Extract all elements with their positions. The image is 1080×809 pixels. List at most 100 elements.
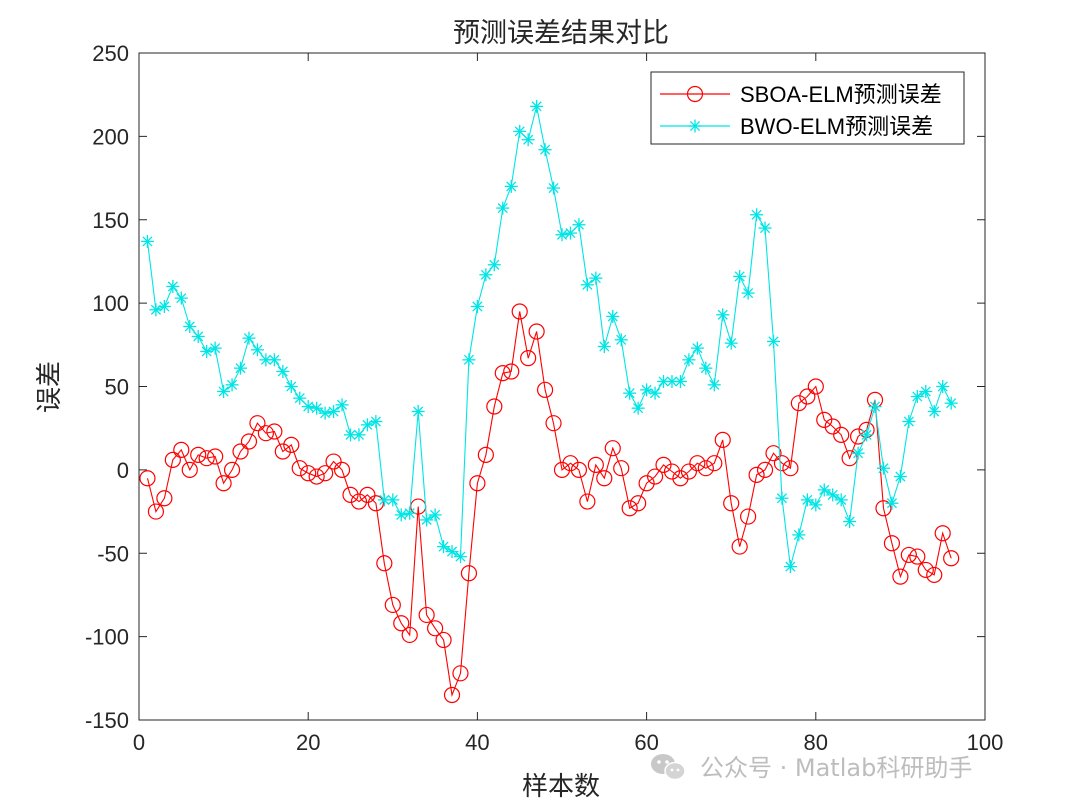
data-point <box>342 486 359 503</box>
data-point <box>892 568 909 585</box>
data-point <box>276 364 290 378</box>
x-tick-label: 100 <box>967 730 1004 755</box>
series-bwo <box>140 99 958 574</box>
chart-title: 预测误差结果对比 <box>453 18 669 48</box>
data-point <box>834 493 848 507</box>
data-point <box>140 234 154 248</box>
data-point <box>926 566 943 584</box>
data-point <box>283 436 300 453</box>
y-axis-label: 误差 <box>34 361 64 413</box>
data-point <box>545 415 562 432</box>
legend-marker-bwo <box>688 119 702 133</box>
data-point <box>240 433 258 450</box>
data-point <box>327 405 341 419</box>
legend-marker-sboa <box>686 85 704 103</box>
data-point <box>613 460 630 477</box>
data-point <box>756 461 774 478</box>
data-point <box>697 460 714 477</box>
data-point <box>139 470 156 487</box>
y-tick-label: -150 <box>85 708 129 733</box>
data-point <box>486 398 503 415</box>
data-point <box>631 401 645 415</box>
data-point <box>900 546 917 564</box>
data-point <box>462 353 476 367</box>
data-point <box>741 286 755 300</box>
data-point <box>181 461 198 478</box>
data-point <box>699 361 713 375</box>
data-point <box>503 363 520 380</box>
data-point <box>198 450 215 467</box>
y-tick-label: 0 <box>117 458 129 483</box>
legend-label-sboa: SBOA-ELM预测误差 <box>740 82 942 107</box>
legend-entry-sboa: SBOA-ELM预测误差 <box>660 82 942 107</box>
data-point <box>807 378 824 395</box>
x-tick-label: 60 <box>634 730 658 755</box>
data-point <box>623 386 637 400</box>
legend-label-bwo: BWO-ELM预测误差 <box>740 114 933 139</box>
data-point <box>893 470 907 484</box>
data-point <box>183 319 197 333</box>
data-point <box>553 461 571 478</box>
legend: SBOA-ELM预测误差 BWO-ELM预测误差 <box>650 71 965 145</box>
data-point <box>843 515 857 529</box>
data-point <box>767 334 780 348</box>
data-point <box>799 388 816 405</box>
data-point <box>325 453 342 470</box>
data-point <box>604 440 621 457</box>
data-point <box>682 353 696 367</box>
data-point <box>606 309 620 323</box>
data-point <box>215 475 232 492</box>
data-point <box>740 508 757 525</box>
data-point <box>208 341 222 355</box>
data-point <box>579 493 596 510</box>
data-point <box>259 353 273 367</box>
data-point <box>460 565 478 582</box>
y-tick-label: -100 <box>85 625 129 650</box>
data-point <box>359 486 376 503</box>
data-point <box>851 446 865 460</box>
data-point <box>249 415 266 432</box>
data-point <box>411 405 425 419</box>
data-point <box>765 445 782 462</box>
data-point <box>782 460 799 477</box>
data-point <box>335 398 349 412</box>
data-point <box>496 201 510 215</box>
data-point <box>714 431 731 448</box>
data-point <box>927 405 941 419</box>
y-tick-label: 200 <box>92 124 129 149</box>
data-point <box>944 396 958 410</box>
data-point <box>513 124 527 138</box>
data-point <box>646 468 664 485</box>
data-point <box>173 441 190 458</box>
data-point <box>225 378 239 392</box>
x-axis-label: 样本数 <box>522 771 600 801</box>
data-point <box>403 506 417 520</box>
data-point <box>257 425 274 442</box>
data-point <box>318 406 332 420</box>
data-point <box>386 493 400 507</box>
data-point <box>284 380 298 393</box>
data-point <box>443 686 461 704</box>
data-point <box>790 395 807 412</box>
y-tick-label: 50 <box>105 375 129 400</box>
data-point <box>587 456 604 473</box>
data-point <box>909 548 926 565</box>
data-point <box>369 415 383 429</box>
data-point <box>809 498 823 512</box>
data-point <box>934 525 951 542</box>
data-point <box>453 550 467 564</box>
data-point <box>680 463 698 480</box>
data-point <box>883 535 901 552</box>
data-point <box>190 446 207 463</box>
data-point <box>445 545 459 559</box>
data-point <box>917 561 934 579</box>
y-tick-label: 250 <box>92 41 129 66</box>
data-point <box>250 343 264 357</box>
plot-area: 0 20 40 60 80 100 -150 -100 -50 0 50 100 150 200 250 <box>85 41 1003 755</box>
data-point <box>174 291 188 305</box>
data-point <box>520 350 537 367</box>
data-point <box>707 378 721 392</box>
series-line <box>146 311 952 698</box>
x-tick-label: 80 <box>804 730 828 755</box>
